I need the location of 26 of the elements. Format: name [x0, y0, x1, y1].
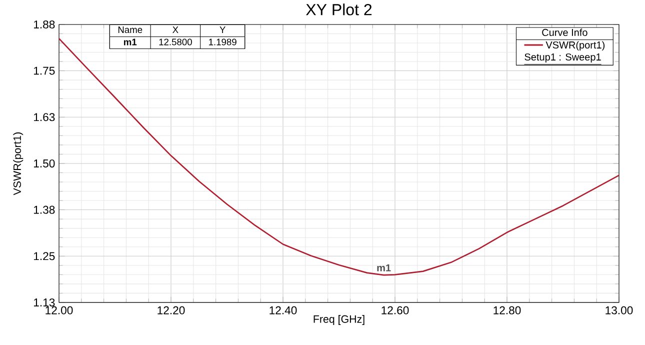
annotation: X: [172, 26, 178, 33]
x-tick-label: 12.60: [382, 306, 409, 314]
chart-title: XY Plot 2: [306, 3, 372, 16]
y-tick-label: 1.50: [34, 159, 55, 168]
x-axis-title: Freq [GHz]: [314, 314, 364, 325]
annotation: 1.1989: [209, 38, 236, 46]
x-tick-label: 12.20: [158, 306, 185, 314]
legend-title: Curve Info: [542, 28, 588, 36]
y-tick-label: 1.13: [34, 298, 55, 306]
annotation: m1: [124, 38, 137, 45]
y-tick-label: 1.38: [34, 206, 55, 214]
annotation: 12.5800: [159, 38, 192, 46]
y-tick-label: 1.88: [34, 20, 55, 28]
y-tick-label: 1.25: [34, 252, 55, 260]
x-tick-label: 12.40: [270, 306, 297, 314]
y-tick-label: 1.75: [34, 66, 55, 75]
legend-label: VSWR(port1): [546, 40, 605, 50]
annotation: Setup1 : Sweep1: [524, 53, 601, 62]
y-tick-label: 1.63: [34, 112, 55, 121]
annotation: Name: [118, 26, 142, 33]
annotation: m1: [377, 264, 391, 272]
x-tick-label: 12.80: [494, 306, 521, 314]
x-tick-label: 13.00: [606, 306, 633, 314]
x-tick-label: 12.00: [46, 306, 73, 314]
y-axis-title: VSWR(port1): [13, 132, 24, 195]
annotation: Y: [220, 26, 226, 33]
